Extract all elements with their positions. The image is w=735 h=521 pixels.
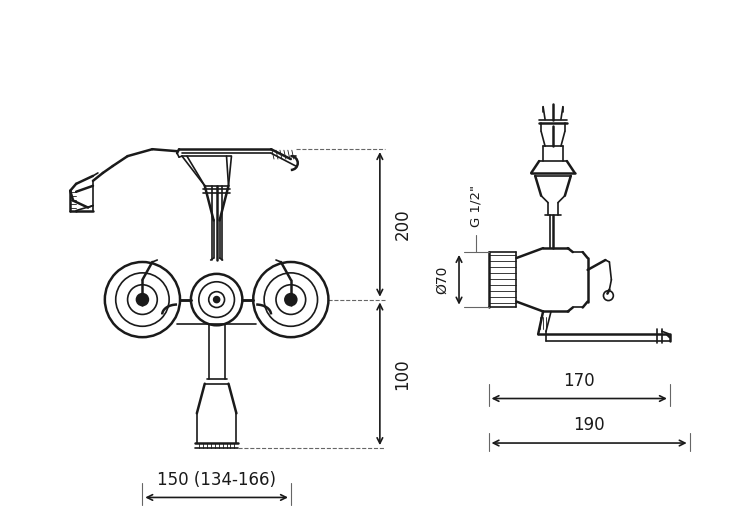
- Circle shape: [214, 296, 220, 303]
- Circle shape: [137, 294, 148, 305]
- Text: 200: 200: [394, 208, 412, 240]
- Text: G 1/2": G 1/2": [470, 184, 482, 227]
- Text: 190: 190: [573, 416, 604, 434]
- Text: 150 (134-166): 150 (134-166): [157, 470, 276, 489]
- Text: 100: 100: [394, 358, 412, 390]
- Text: Ø70: Ø70: [435, 266, 449, 294]
- Text: 170: 170: [563, 371, 595, 390]
- Circle shape: [285, 294, 297, 305]
